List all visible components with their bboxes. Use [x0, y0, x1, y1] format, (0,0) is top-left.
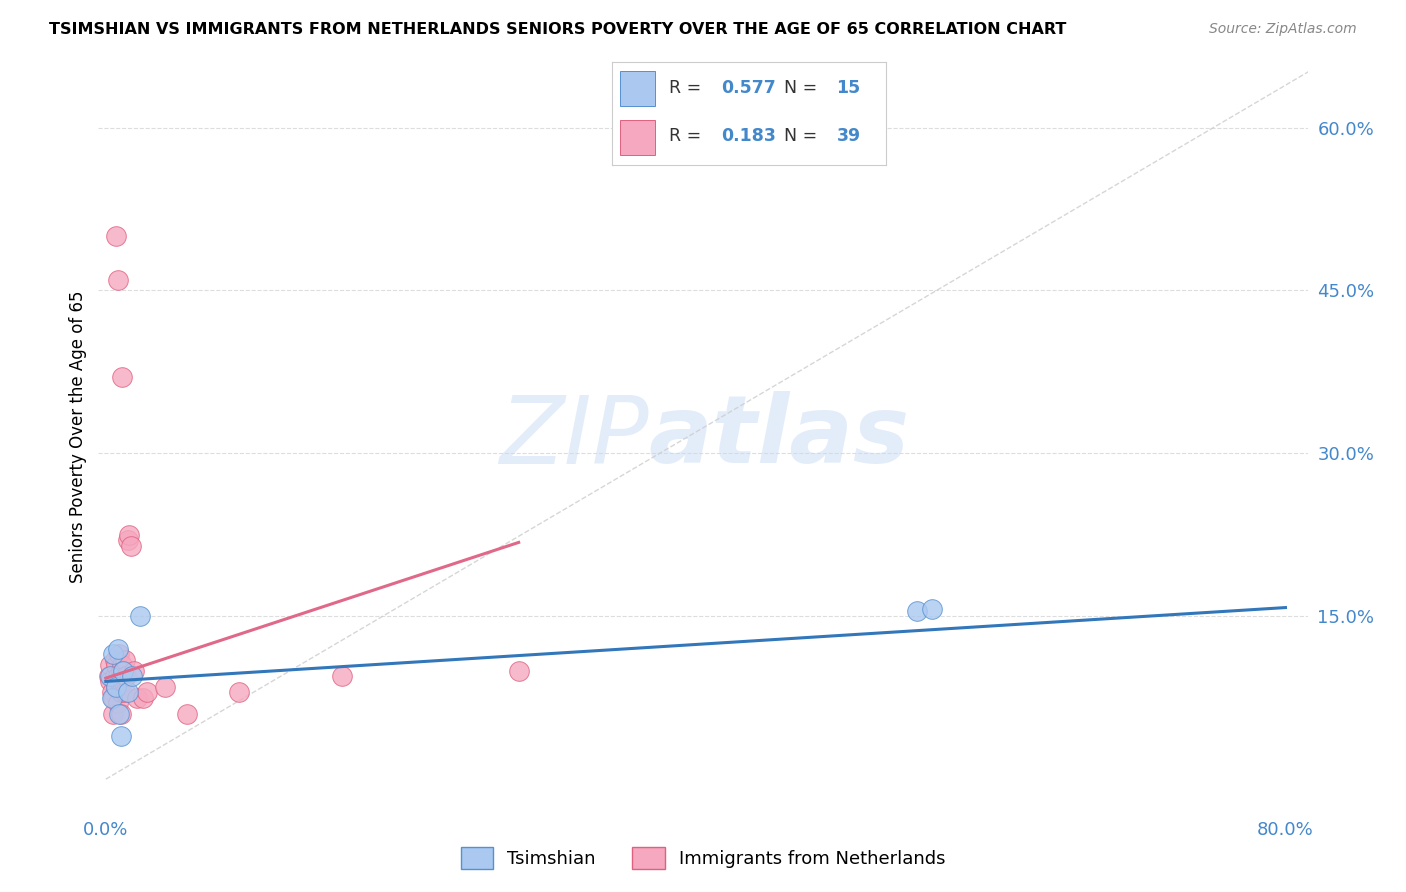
Point — [97, 669, 120, 683]
Point — [98, 658, 121, 673]
Point — [108, 674, 131, 689]
Point — [108, 647, 131, 661]
FancyBboxPatch shape — [620, 70, 655, 105]
Text: N =: N = — [785, 127, 823, 145]
Point — [111, 370, 134, 384]
Point — [105, 229, 128, 244]
Text: R =: R = — [669, 78, 707, 96]
Text: 15: 15 — [837, 78, 860, 96]
Point — [508, 664, 530, 678]
Text: atlas: atlas — [648, 391, 910, 483]
Point — [111, 658, 134, 673]
Point — [110, 664, 132, 678]
Point — [114, 685, 136, 699]
Point — [330, 669, 353, 683]
Point — [101, 647, 124, 661]
Point — [125, 690, 148, 705]
Point — [128, 609, 150, 624]
Point — [153, 680, 176, 694]
Point — [110, 706, 132, 721]
Point — [111, 669, 134, 683]
Point — [105, 658, 128, 673]
Point — [101, 706, 124, 721]
Point — [104, 653, 127, 667]
Legend: Tsimshian, Immigrants from Netherlands: Tsimshian, Immigrants from Netherlands — [453, 839, 953, 876]
Point — [107, 272, 129, 286]
Text: ZIP: ZIP — [499, 392, 648, 483]
Point — [105, 680, 128, 694]
Point — [117, 533, 139, 548]
Text: TSIMSHIAN VS IMMIGRANTS FROM NETHERLANDS SENIORS POVERTY OVER THE AGE OF 65 CORR: TSIMSHIAN VS IMMIGRANTS FROM NETHERLANDS… — [49, 22, 1067, 37]
Text: N =: N = — [785, 78, 823, 96]
Point — [107, 696, 129, 710]
FancyBboxPatch shape — [620, 120, 655, 155]
Point — [131, 690, 153, 705]
Point — [115, 669, 138, 683]
Point — [110, 685, 132, 699]
Text: 39: 39 — [837, 127, 860, 145]
Point — [98, 669, 121, 683]
Point — [112, 664, 135, 678]
Point — [108, 706, 131, 721]
Text: R =: R = — [669, 127, 707, 145]
Point — [112, 674, 135, 689]
Point — [107, 669, 129, 683]
Point — [136, 685, 159, 699]
Point — [110, 729, 132, 743]
Point — [105, 680, 128, 694]
Point — [100, 690, 122, 705]
Text: 0.577: 0.577 — [721, 78, 776, 96]
Point — [100, 685, 122, 699]
Point — [104, 669, 127, 683]
Point — [107, 641, 129, 656]
Point — [112, 664, 135, 678]
Point — [101, 690, 124, 705]
Text: Source: ZipAtlas.com: Source: ZipAtlas.com — [1209, 22, 1357, 37]
Text: 0.183: 0.183 — [721, 127, 776, 145]
Point — [98, 674, 121, 689]
Y-axis label: Seniors Poverty Over the Age of 65: Seniors Poverty Over the Age of 65 — [69, 291, 87, 583]
Point — [118, 528, 141, 542]
Point — [921, 601, 943, 615]
Point — [122, 664, 145, 678]
Point — [905, 604, 928, 618]
Point — [120, 539, 142, 553]
Point — [117, 685, 139, 699]
Point — [228, 685, 250, 699]
Point — [176, 706, 198, 721]
Point — [114, 653, 136, 667]
Point — [121, 669, 143, 683]
